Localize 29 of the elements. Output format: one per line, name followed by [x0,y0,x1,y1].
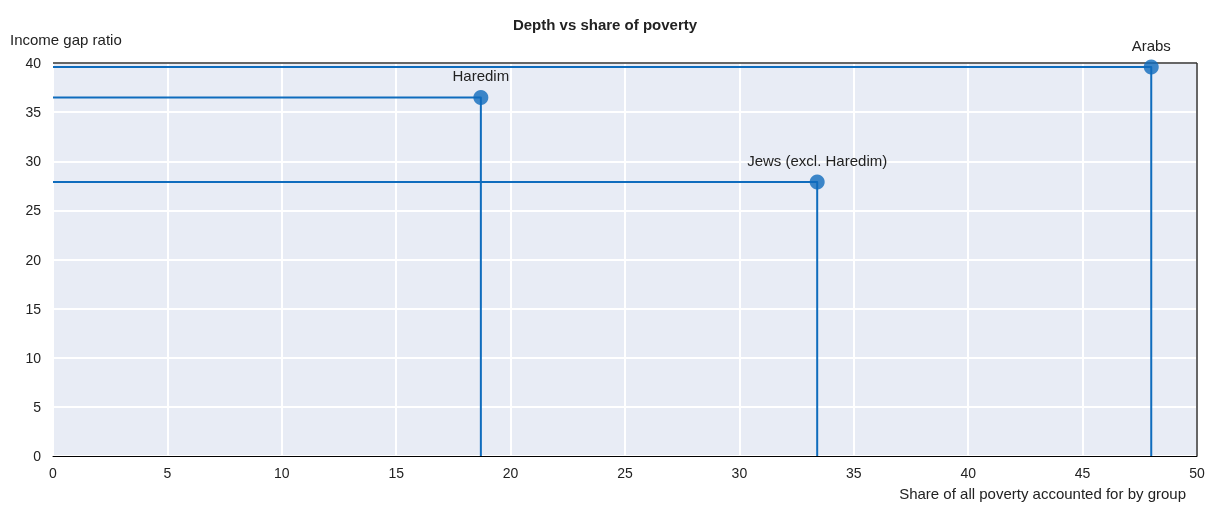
chart-title: Depth vs share of poverty [512,16,698,33]
y-tick-label: 0 [33,448,42,464]
x-tick-label: 0 [49,465,58,481]
x-tick-label: 35 [846,465,862,481]
annotation: Haredim [452,67,510,85]
annotation: Jews (excl. Haredim) [747,151,888,169]
y-tick-label: 5 [33,398,42,415]
y-tick-label: 30 [25,153,42,170]
x-tick-label: 30 [731,465,748,481]
x-tick-label: 10 [274,465,290,481]
y-axis-title: Income gap ratio [10,31,122,48]
x-tick-label: 25 [617,465,633,481]
y-tick-label: 25 [25,202,42,219]
y-tick-label: 10 [25,349,42,366]
x-tick-label: 5 [163,465,172,481]
x-tick-label: 40 [960,465,977,481]
x-tick-label: 45 [1074,465,1091,481]
x-axis-title: Share of all poverty accounted for by group [899,485,1187,502]
x-tick-label: 20 [502,465,519,481]
y-tick-label: 35 [25,104,42,121]
x-tick-label: 50 [1189,465,1205,481]
y-tick-label: 40 [25,55,42,71]
x-tick-label: 15 [388,465,405,481]
y-tick-label: 15 [25,300,42,317]
y-tick-label: 20 [25,251,42,268]
annotation: Arabs [1131,36,1171,54]
point [1143,59,1159,75]
point [473,89,489,105]
point [809,174,825,190]
